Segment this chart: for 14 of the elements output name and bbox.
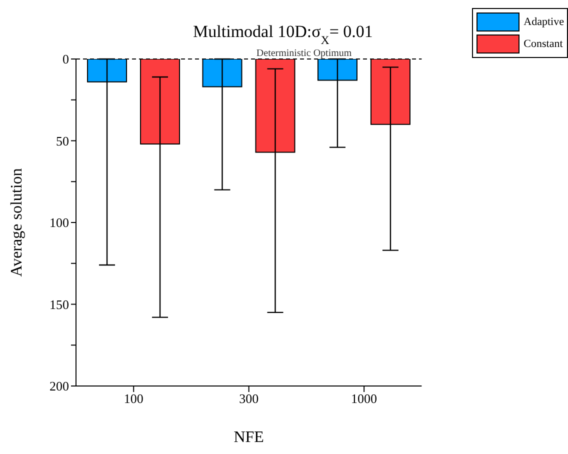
ref-line-label: Deterministic Optimum — [256, 48, 352, 59]
y-tick-label: 150 — [50, 296, 69, 312]
x-tick-label: 1000 — [351, 391, 378, 406]
x-tick-label: 100 — [124, 391, 144, 406]
chart-title: Multimodal 10D:σ$_{X}$= 0.01 — [193, 22, 373, 47]
x-axis-title: NFE — [234, 429, 264, 446]
y-tick-label: 200 — [50, 378, 69, 394]
y-tick-label: 100 — [50, 215, 69, 230]
y-tick-label: 50 — [56, 133, 69, 148]
legend-label: Adaptive — [524, 16, 564, 28]
legend-label: Constant — [524, 38, 563, 50]
y-tick-label: 0 — [62, 52, 69, 67]
y-axis-title: Average solution — [8, 168, 26, 277]
x-tick-label: 300 — [239, 391, 259, 406]
